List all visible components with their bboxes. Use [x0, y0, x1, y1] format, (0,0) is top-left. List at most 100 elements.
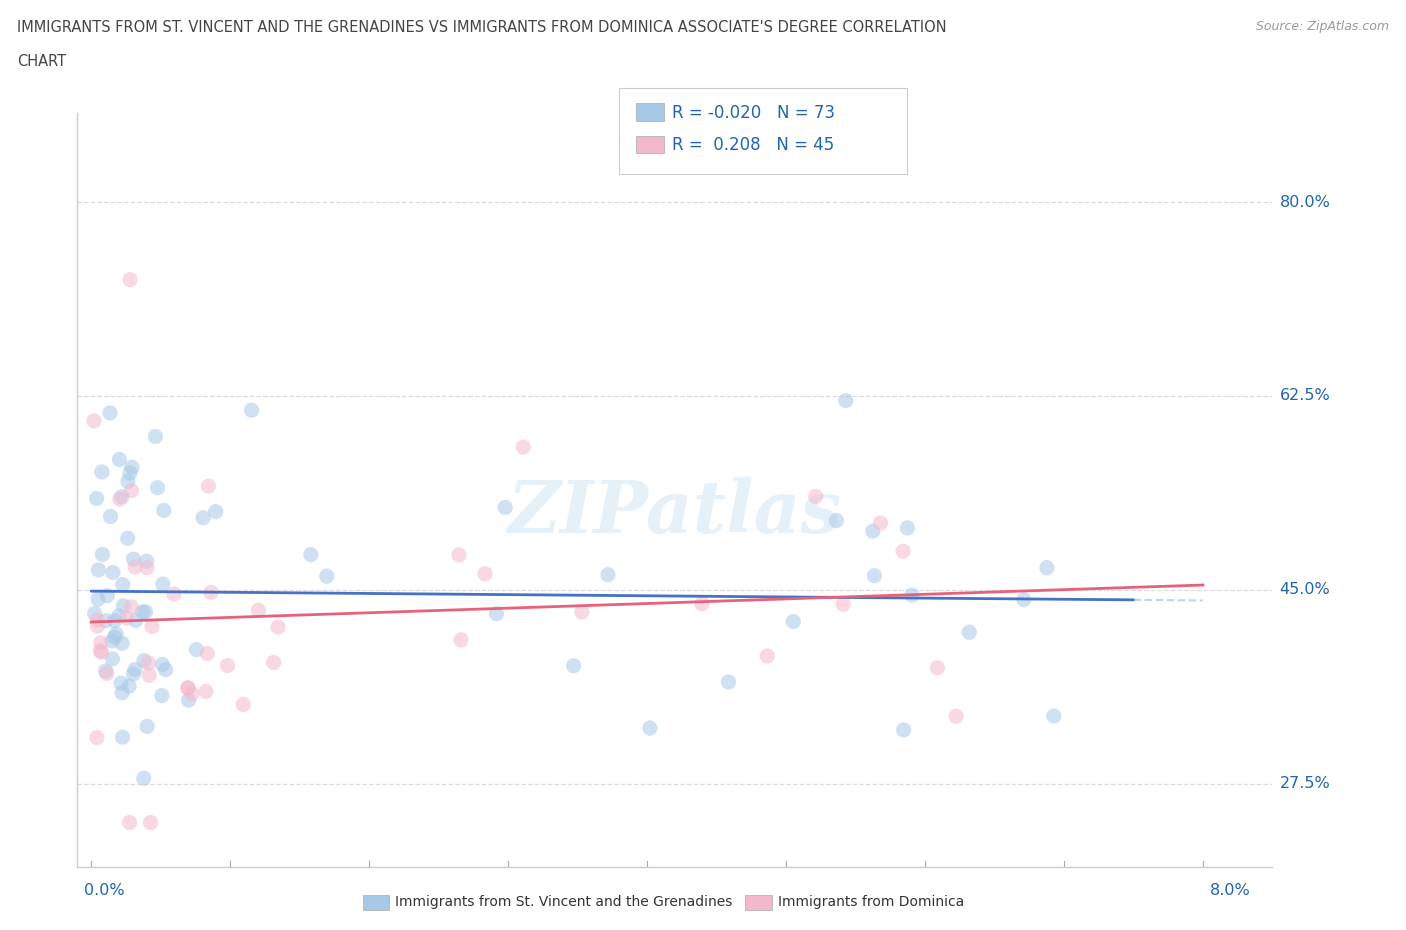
- Point: [86, 618, 108, 633]
- Point: [186, 642, 208, 657]
- Point: [111, 730, 134, 745]
- Point: [863, 568, 886, 583]
- Point: [101, 633, 124, 648]
- Point: [957, 625, 980, 640]
- Point: [240, 403, 263, 418]
- Point: [96, 588, 118, 603]
- Point: [89, 644, 111, 658]
- Point: [117, 474, 139, 489]
- Point: [122, 667, 145, 682]
- Point: [139, 815, 162, 830]
- Point: [121, 459, 143, 474]
- Point: [135, 553, 157, 568]
- Point: [177, 681, 200, 696]
- Point: [217, 658, 239, 673]
- Point: [232, 698, 254, 712]
- Point: [485, 606, 508, 621]
- Point: [103, 613, 125, 628]
- Point: [118, 815, 141, 830]
- Point: [83, 606, 105, 621]
- Point: [104, 630, 127, 644]
- Point: [1042, 709, 1064, 724]
- Point: [450, 632, 472, 647]
- Point: [132, 653, 155, 668]
- Point: [263, 655, 285, 670]
- Point: [204, 504, 226, 519]
- Point: [197, 479, 219, 494]
- Point: [200, 585, 222, 600]
- Point: [124, 560, 146, 575]
- Point: [494, 500, 516, 515]
- Text: 45.0%: 45.0%: [1279, 582, 1330, 597]
- Point: [131, 604, 153, 619]
- Point: [111, 489, 134, 504]
- Text: 80.0%: 80.0%: [1279, 194, 1330, 209]
- Point: [83, 414, 105, 429]
- Point: [163, 587, 186, 602]
- Point: [120, 599, 142, 614]
- Point: [86, 491, 108, 506]
- Point: [98, 405, 121, 420]
- Text: ZIPatlas: ZIPatlas: [508, 477, 842, 548]
- Point: [869, 515, 891, 530]
- Point: [121, 484, 143, 498]
- Point: [141, 619, 163, 634]
- Point: [247, 603, 270, 618]
- Point: [717, 674, 740, 689]
- Text: Source: ZipAtlas.com: Source: ZipAtlas.com: [1256, 20, 1389, 33]
- Point: [94, 613, 117, 628]
- Point: [117, 531, 139, 546]
- Point: [191, 511, 214, 525]
- Point: [86, 730, 108, 745]
- Text: R = -0.020   N = 73: R = -0.020 N = 73: [672, 103, 835, 122]
- Point: [136, 560, 159, 575]
- Point: [138, 668, 160, 683]
- Text: 8.0%: 8.0%: [1211, 884, 1251, 898]
- Point: [96, 666, 118, 681]
- Point: [596, 567, 619, 582]
- Point: [825, 513, 848, 528]
- Point: [111, 578, 134, 592]
- Point: [124, 662, 146, 677]
- Point: [91, 464, 114, 479]
- Point: [638, 721, 661, 736]
- Point: [447, 548, 470, 563]
- Point: [1012, 592, 1035, 607]
- Point: [118, 679, 141, 694]
- Point: [101, 652, 124, 667]
- Point: [562, 658, 585, 673]
- Point: [901, 588, 924, 603]
- Point: [136, 719, 159, 734]
- Point: [108, 608, 131, 623]
- Point: [146, 480, 169, 495]
- Point: [690, 596, 713, 611]
- Point: [194, 684, 217, 699]
- Point: [111, 636, 134, 651]
- Point: [152, 658, 174, 672]
- Point: [108, 492, 131, 507]
- Point: [90, 644, 112, 659]
- Point: [91, 547, 114, 562]
- Point: [87, 591, 110, 606]
- Point: [945, 709, 967, 724]
- Point: [267, 619, 290, 634]
- Text: 62.5%: 62.5%: [1279, 389, 1330, 404]
- Point: [118, 466, 141, 481]
- Text: IMMIGRANTS FROM ST. VINCENT AND THE GRENADINES VS IMMIGRANTS FROM DOMINICA ASSOC: IMMIGRANTS FROM ST. VINCENT AND THE GREN…: [17, 20, 946, 35]
- Text: CHART: CHART: [17, 54, 66, 69]
- Point: [835, 393, 858, 408]
- Point: [100, 509, 122, 524]
- Point: [87, 563, 110, 578]
- Point: [804, 489, 827, 504]
- Point: [571, 604, 593, 619]
- Point: [108, 452, 131, 467]
- Text: R =  0.208   N = 45: R = 0.208 N = 45: [672, 136, 834, 154]
- Point: [153, 503, 176, 518]
- Point: [110, 676, 132, 691]
- Point: [132, 771, 155, 786]
- Point: [112, 598, 135, 613]
- Point: [177, 693, 200, 708]
- Point: [111, 685, 134, 700]
- Point: [177, 681, 200, 696]
- Point: [115, 611, 138, 626]
